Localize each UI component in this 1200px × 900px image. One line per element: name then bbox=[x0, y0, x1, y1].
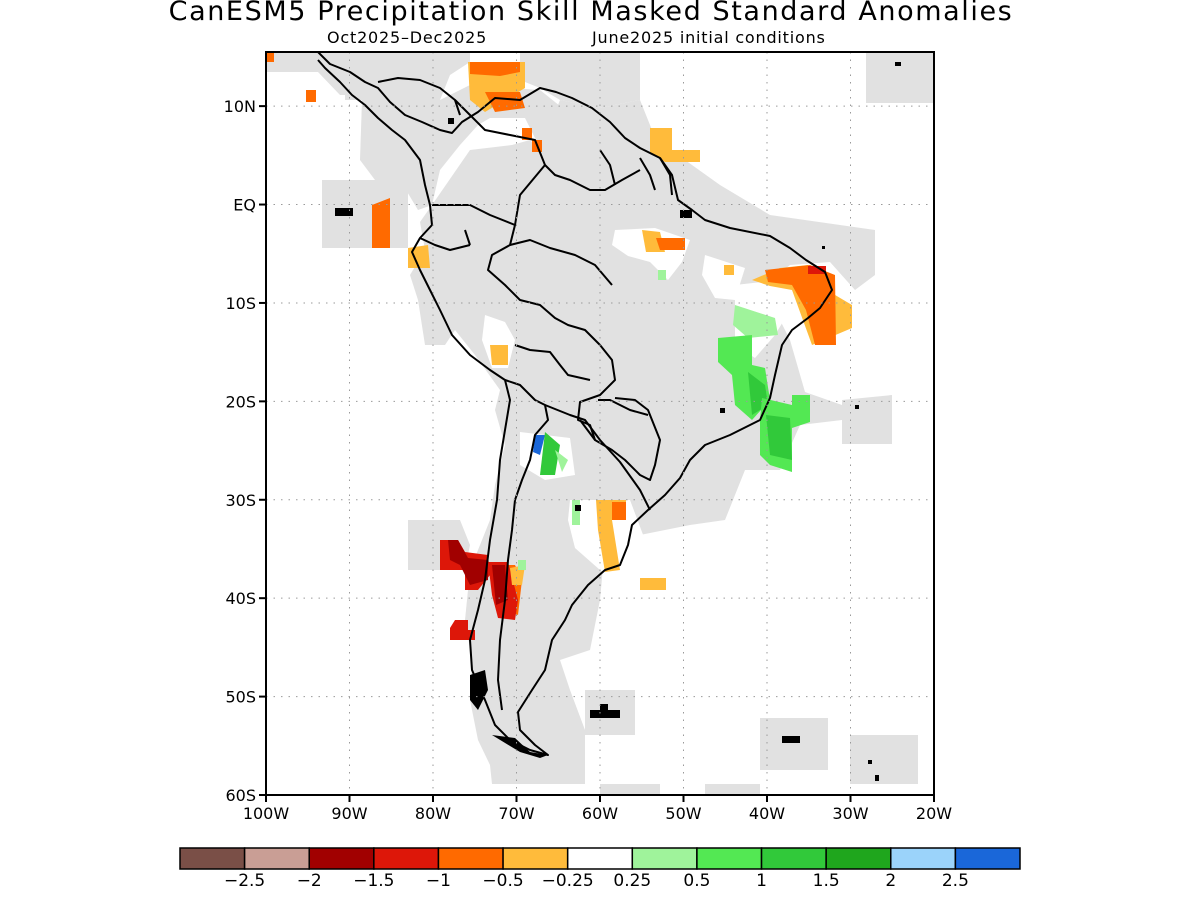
lat-tick-label: 40S bbox=[225, 589, 256, 608]
lon-tick-label: 30W bbox=[832, 804, 868, 823]
colorbar-swatch bbox=[631, 847, 698, 870]
colorbar-swatch bbox=[696, 847, 763, 870]
colorbar-label: 0.25 bbox=[613, 871, 651, 891]
colorbar-swatch bbox=[890, 847, 957, 870]
colorbar-swatch bbox=[502, 847, 569, 870]
lon-tick-label: 20W bbox=[916, 804, 952, 823]
initial-conditions: June2025 initial conditions bbox=[592, 28, 826, 47]
colorbar-swatch bbox=[373, 847, 440, 870]
colorbar-swatch bbox=[825, 847, 892, 870]
islands bbox=[335, 62, 901, 781]
latitude-axis: 10N EQ 10S 20S 30S 40S 50S 60S bbox=[224, 97, 266, 805]
colorbar-label: −2 bbox=[297, 871, 322, 891]
colorbar-label: −2.5 bbox=[224, 871, 265, 891]
lon-tick-label: 80W bbox=[415, 804, 451, 823]
colorbar-label: −0.25 bbox=[542, 871, 594, 891]
colorbar-swatch bbox=[437, 847, 504, 870]
colorbar: −2.5 −2 −1.5 −1 −0.5 −0.25 0.25 0.5 1 1.5 2 2.5 bbox=[179, 847, 1021, 891]
colorbar-swatch bbox=[566, 847, 634, 870]
colorbar-label: 1 bbox=[756, 871, 767, 891]
lat-tick-label: 50S bbox=[225, 688, 256, 707]
lat-tick-label: EQ bbox=[233, 196, 256, 215]
lon-tick-label: 100W bbox=[243, 804, 290, 823]
colorbar-label: −1.5 bbox=[353, 871, 394, 891]
skill-mask bbox=[266, 52, 934, 795]
colorbar-label: 1.5 bbox=[813, 871, 840, 891]
lon-tick-label: 60W bbox=[582, 804, 618, 823]
colorbar-swatch bbox=[179, 847, 246, 870]
colorbar-swatch bbox=[243, 847, 310, 870]
map-content bbox=[266, 52, 934, 795]
coastlines bbox=[317, 52, 833, 756]
precip-anomalies bbox=[266, 52, 852, 640]
lon-tick-label: 70W bbox=[498, 804, 534, 823]
lat-tick-label: 10N bbox=[224, 97, 256, 116]
colorbar-label: 2 bbox=[885, 871, 896, 891]
colorbar-label: −1 bbox=[426, 871, 451, 891]
colorbar-swatch bbox=[954, 847, 1021, 870]
lat-tick-label: 60S bbox=[225, 786, 256, 805]
lat-tick-label: 20S bbox=[225, 392, 256, 411]
forecast-period: Oct2025–Dec2025 bbox=[327, 28, 488, 47]
chart-title: CanESM5 Precipitation Skill Masked Stand… bbox=[168, 0, 1014, 27]
longitude-axis: 100W 90W 80W 70W 60W 50W 40W 30W 20W bbox=[243, 795, 952, 823]
colorbar-swatch bbox=[308, 847, 375, 870]
colorbar-label: 2.5 bbox=[942, 871, 969, 891]
lat-tick-label: 10S bbox=[225, 294, 256, 313]
lon-tick-label: 50W bbox=[665, 804, 701, 823]
lat-tick-label: 30S bbox=[225, 491, 256, 510]
colorbar-swatch bbox=[760, 847, 827, 870]
colorbar-label: −0.5 bbox=[482, 871, 523, 891]
colorbar-label: 0.5 bbox=[683, 871, 710, 891]
lon-tick-label: 40W bbox=[749, 804, 785, 823]
lon-tick-label: 90W bbox=[331, 804, 367, 823]
